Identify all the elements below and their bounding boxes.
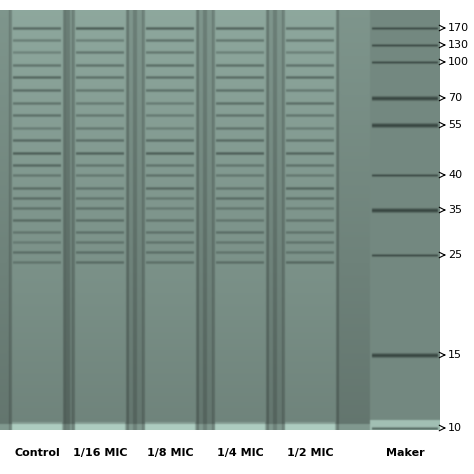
Text: 15: 15	[448, 350, 462, 360]
Text: 10: 10	[448, 423, 462, 433]
Text: Maker: Maker	[386, 448, 424, 458]
Text: 25: 25	[448, 250, 462, 260]
Text: Control: Control	[14, 448, 60, 458]
Text: 1/8 MIC: 1/8 MIC	[146, 448, 193, 458]
Text: 170: 170	[448, 23, 469, 33]
Text: 1/2 MIC: 1/2 MIC	[287, 448, 333, 458]
Text: 1/4 MIC: 1/4 MIC	[217, 448, 264, 458]
Text: 130: 130	[448, 40, 469, 50]
Text: 35: 35	[448, 205, 462, 215]
Text: 1/16 MIC: 1/16 MIC	[73, 448, 127, 458]
Text: 40: 40	[448, 170, 462, 180]
Text: 70: 70	[448, 93, 462, 103]
Text: 55: 55	[448, 120, 462, 130]
Text: 100: 100	[448, 57, 469, 67]
